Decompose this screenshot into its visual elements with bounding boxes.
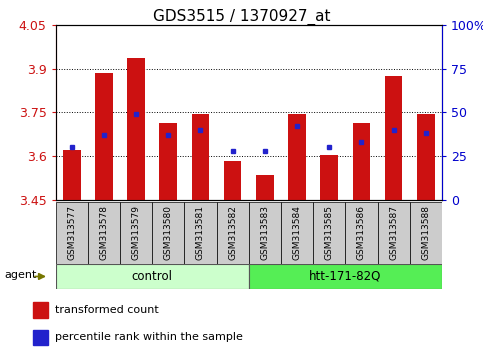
Text: GSM313580: GSM313580 [164,205,173,260]
Bar [216,202,249,264]
Bar [56,202,88,264]
Bar [353,122,370,200]
Text: GSM313587: GSM313587 [389,205,398,260]
Bar [152,202,185,264]
Bar [249,264,442,289]
Bar [33,302,48,318]
Text: GSM313585: GSM313585 [325,205,334,260]
Text: GSM313586: GSM313586 [357,205,366,260]
Bar [378,202,410,264]
Text: GDS3515 / 1370927_at: GDS3515 / 1370927_at [153,9,330,25]
Text: GSM313577: GSM313577 [67,205,76,260]
Bar [56,264,249,289]
Bar [410,202,442,264]
Bar [95,73,113,200]
Text: control: control [132,270,172,283]
Text: GSM313581: GSM313581 [196,205,205,260]
Text: GSM313583: GSM313583 [260,205,270,260]
Text: agent: agent [4,270,37,280]
Bar [288,114,306,200]
Bar [33,330,48,345]
Bar [313,202,345,264]
Bar [185,202,216,264]
Text: percentile rank within the sample: percentile rank within the sample [56,332,243,342]
Text: GSM313584: GSM313584 [293,205,301,260]
Bar [256,175,274,200]
Bar [320,155,338,200]
Bar [345,202,378,264]
Bar [159,122,177,200]
Bar [120,202,152,264]
Text: GSM313588: GSM313588 [421,205,430,260]
Bar [88,202,120,264]
Bar [249,202,281,264]
Bar [385,76,402,200]
Bar [417,114,435,200]
Bar [224,161,242,200]
Bar [63,150,81,200]
Bar [127,58,145,200]
Bar [192,114,209,200]
Text: GSM313579: GSM313579 [131,205,141,260]
Text: htt-171-82Q: htt-171-82Q [309,270,382,283]
Text: GSM313582: GSM313582 [228,205,237,260]
Text: GSM313578: GSM313578 [99,205,108,260]
Bar [281,202,313,264]
Text: transformed count: transformed count [56,306,159,315]
